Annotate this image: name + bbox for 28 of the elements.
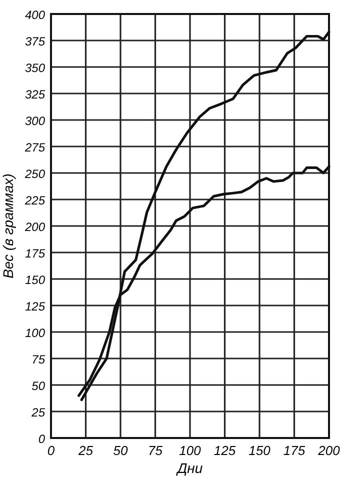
x-tick-label: 150 — [248, 443, 272, 458]
y-tick-label: 400 — [24, 8, 46, 22]
y-tick-label: 200 — [24, 220, 46, 234]
y-tick-label: 50 — [32, 379, 46, 393]
y-tick-label: 150 — [24, 273, 46, 287]
x-tick-label: 25 — [78, 443, 94, 458]
y-tick-label: 250 — [24, 167, 46, 181]
x-axis-title: Дни — [175, 460, 203, 476]
y-tick-label: 0 — [38, 432, 46, 446]
y-tick-label: 375 — [24, 34, 46, 48]
x-tick-label: 75 — [148, 443, 164, 458]
y-tick-label: 100 — [24, 326, 46, 340]
y-tick-label: 175 — [24, 246, 46, 260]
x-tick-label: 200 — [317, 443, 341, 458]
y-tick-label: 225 — [24, 194, 46, 208]
y-tick-label: 350 — [24, 61, 46, 75]
y-tick-label: 300 — [24, 114, 46, 128]
x-tick-label: 175 — [283, 443, 306, 458]
y-tick-label: 25 — [30, 406, 46, 420]
x-tick-label: 100 — [179, 443, 202, 458]
x-tick-label: 125 — [214, 443, 236, 458]
x-tick-label: 0 — [47, 443, 56, 458]
y-tick-label: 125 — [24, 300, 46, 314]
y-tick-label: 325 — [24, 88, 46, 102]
y-tick-label: 275 — [24, 140, 46, 154]
x-tick-label: 50 — [113, 443, 128, 458]
y-axis-title: Вес (в граммах) — [0, 174, 16, 278]
y-tick-label: 75 — [32, 352, 46, 366]
